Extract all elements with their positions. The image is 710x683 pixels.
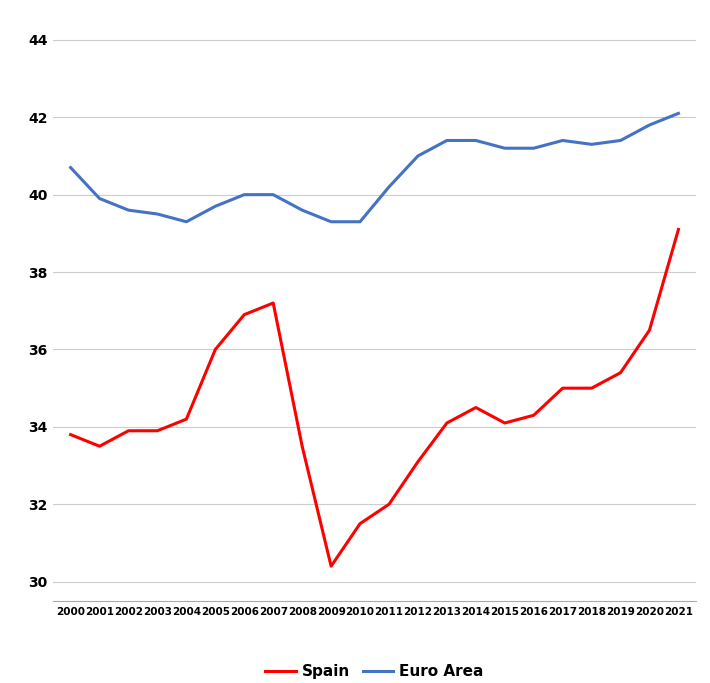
Euro Area [674,109,683,117]
Euro Area [414,152,422,160]
Euro Area [530,144,538,152]
Spain [558,384,567,392]
Spain [182,415,191,423]
Spain [471,404,480,412]
Euro Area [211,202,219,210]
Spain [66,430,75,438]
Euro Area [616,137,625,145]
Spain [269,299,278,307]
Euro Area [182,218,191,226]
Spain [124,427,133,435]
Euro Area [124,206,133,214]
Spain [674,225,683,234]
Euro Area [327,218,335,226]
Euro Area [471,137,480,145]
Euro Area [240,191,248,199]
Spain [240,311,248,319]
Euro Area [587,140,596,148]
Spain [645,326,654,334]
Spain [298,442,307,450]
Spain [356,520,364,528]
Spain [327,562,335,570]
Euro Area [298,206,307,214]
Euro Area [645,121,654,129]
Euro Area [66,163,75,171]
Spain [414,458,422,466]
Spain [211,346,219,354]
Spain [530,411,538,419]
Legend: Spain, Euro Area: Spain, Euro Area [259,658,490,683]
Spain [385,500,393,508]
Spain [442,419,451,427]
Spain [587,384,596,392]
Euro Area [269,191,278,199]
Line: Euro Area: Euro Area [70,113,679,222]
Spain [616,369,625,377]
Euro Area [385,183,393,191]
Euro Area [442,137,451,145]
Spain [501,419,509,427]
Euro Area [153,210,162,218]
Spain [95,442,104,450]
Euro Area [501,144,509,152]
Euro Area [356,218,364,226]
Spain [153,427,162,435]
Line: Spain: Spain [70,229,679,566]
Euro Area [558,137,567,145]
Euro Area [95,195,104,203]
